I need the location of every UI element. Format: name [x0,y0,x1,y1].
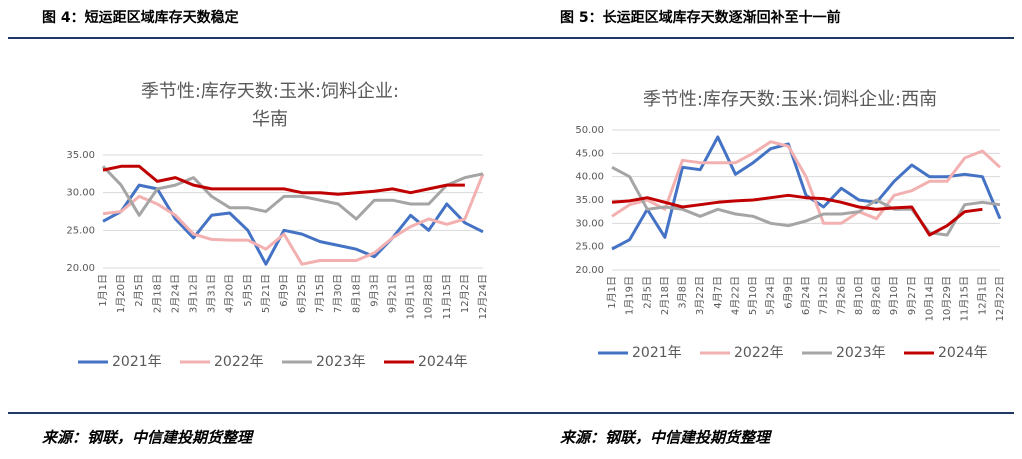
source-note: 来源：钢联，中信建投期货整理 [560,429,773,447]
series-line [102,173,485,266]
series-line [102,164,465,196]
x-tick-label: 7月15日 [314,274,326,313]
y-tick-label: 30.00 [66,188,95,199]
x-tick-label: 6月9日 [782,276,794,309]
y-tick-label: 30.00 [575,218,604,229]
x-tick-label: 3月31日 [206,274,218,313]
x-tick-label: 8月10日 [853,276,865,315]
chart-title: 华南 [252,109,288,130]
x-tick-label: 2月18日 [151,274,163,313]
y-tick-label: 25.00 [575,242,604,253]
x-tick-label: 4月22日 [729,276,741,315]
x-tick-label: 10月29日 [941,276,953,321]
x-tick-label: 9月10日 [888,276,900,315]
x-tick-label: 5月24日 [765,276,777,315]
y-tick-label: 25.00 [66,225,95,236]
x-tick-label: 6月25日 [296,274,308,313]
x-tick-label: 10月14日 [923,276,935,321]
figure-caption: 图 4：短运距区域库存天数稳定 [42,9,239,26]
x-tick-label: 5月5日 [242,274,254,307]
x-tick-label: 2月18日 [659,276,671,315]
x-tick-label: 12月1日 [976,276,988,315]
legend-label: 2021年 [632,345,682,361]
y-tick-label: 20.00 [575,265,604,276]
x-tick-label: 7月30日 [332,274,344,313]
legend-label: 2023年 [836,345,886,361]
x-tick-label: 8月26日 [871,276,883,315]
source-note: 来源：钢联，中信建投期货整理 [42,429,255,447]
x-tick-label: 11月15日 [441,274,453,319]
x-tick-label: 12月24日 [477,274,489,319]
series-line [611,135,1002,251]
legend-label: 2024年 [938,345,988,361]
y-tick-label: 50.00 [575,125,604,136]
legend-label: 2024年 [418,354,468,370]
x-tick-label: 1月1日 [97,274,109,307]
x-tick-label: 3月22日 [694,276,706,315]
y-tick-label: 45.00 [575,148,604,159]
x-tick-label: 7月12日 [818,276,830,315]
x-tick-label: 8月18日 [350,274,362,313]
x-tick-label: 10月11日 [405,274,417,319]
x-tick-label: 3月8日 [677,276,689,309]
series-line [611,140,1002,225]
x-tick-label: 5月10日 [747,276,759,315]
series-line [101,165,484,221]
y-tick-label: 35.00 [575,195,604,206]
legend-label: 2021年 [112,354,162,370]
x-tick-label: 6月9日 [278,274,290,307]
x-tick-label: 2月5日 [641,276,653,309]
x-tick-label: 11月15日 [959,276,971,321]
legend-label: 2023年 [316,354,366,370]
series-line [611,193,983,237]
x-tick-label: 12月22日 [994,276,1006,321]
legend-label: 2022年 [734,345,784,361]
x-tick-label: 12月2日 [459,274,471,313]
x-tick-label: 10月28日 [423,274,435,319]
x-tick-label: 7月26日 [835,276,847,315]
x-tick-label: 1月1日 [606,276,618,309]
x-tick-label: 4月20日 [224,274,236,313]
x-tick-label: 9月21日 [387,274,399,313]
legend-label: 2022年 [214,354,264,370]
y-tick-label: 40.00 [575,172,604,183]
y-tick-label: 35.00 [66,150,95,161]
x-tick-label: 3月12日 [187,274,199,313]
x-tick-label: 1月20日 [115,274,127,313]
x-tick-label: 2月24日 [169,274,181,313]
figure-caption: 图 5：长运距区域库存天数逐渐回补至十一前 [560,9,841,26]
x-tick-label: 5月21日 [260,274,272,313]
x-tick-label: 4月7日 [712,276,724,309]
chart-title: 季节性:库存天数:玉米:饲料企业: [141,81,399,102]
y-tick-label: 20.00 [66,263,95,274]
x-tick-label: 2月5日 [133,274,145,307]
x-tick-label: 9月3日 [368,274,380,307]
x-tick-label: 6月24日 [800,276,812,315]
chart-title: 季节性:库存天数:玉米:饲料企业:西南 [643,89,937,110]
x-tick-label: 1月19日 [624,276,636,315]
x-tick-label: 9月27日 [906,276,918,315]
